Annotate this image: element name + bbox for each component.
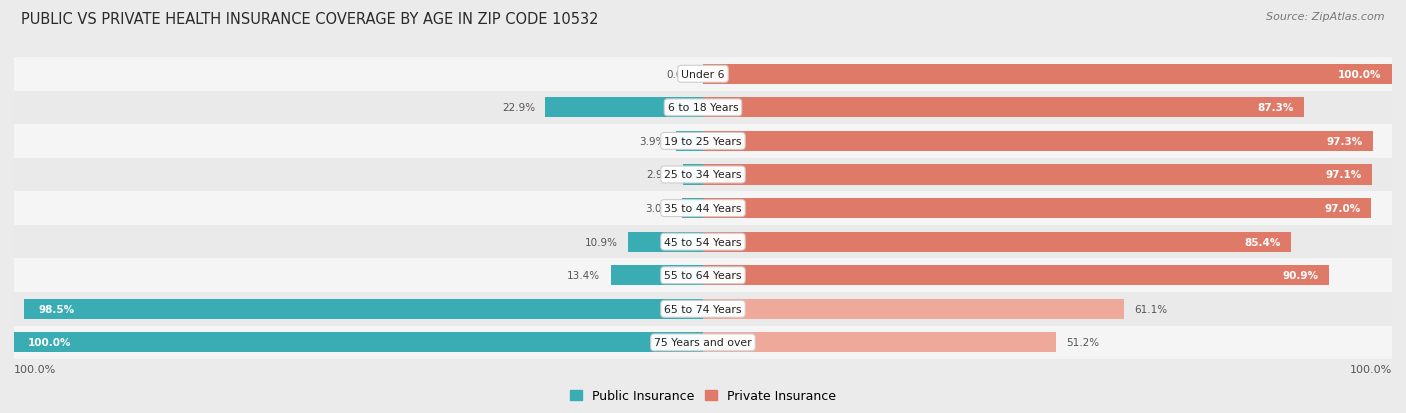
Bar: [703, 332, 1056, 353]
Legend: Public Insurance, Private Insurance: Public Insurance, Private Insurance: [565, 385, 841, 407]
Text: 100.0%: 100.0%: [28, 337, 72, 348]
Text: Under 6: Under 6: [682, 69, 724, 80]
Text: 13.4%: 13.4%: [567, 271, 600, 280]
Text: 51.2%: 51.2%: [1066, 337, 1099, 348]
Text: 65 to 74 Years: 65 to 74 Years: [664, 304, 742, 314]
Text: 100.0%: 100.0%: [1350, 364, 1392, 374]
Text: PUBLIC VS PRIVATE HEALTH INSURANCE COVERAGE BY AGE IN ZIP CODE 10532: PUBLIC VS PRIVATE HEALTH INSURANCE COVER…: [21, 12, 599, 27]
Bar: [703, 299, 1123, 319]
Bar: [628, 232, 703, 252]
Bar: [14, 125, 1392, 158]
Bar: [14, 225, 1392, 259]
Text: 22.9%: 22.9%: [502, 103, 534, 113]
Text: 2.9%: 2.9%: [647, 170, 672, 180]
Text: 45 to 54 Years: 45 to 54 Years: [664, 237, 742, 247]
Text: 87.3%: 87.3%: [1258, 103, 1294, 113]
Text: 100.0%: 100.0%: [1339, 69, 1382, 80]
Text: 98.5%: 98.5%: [38, 304, 75, 314]
Bar: [14, 332, 703, 353]
Text: 85.4%: 85.4%: [1244, 237, 1281, 247]
Bar: [676, 131, 703, 152]
Bar: [703, 232, 1291, 252]
Text: 0.0%: 0.0%: [666, 69, 693, 80]
Bar: [546, 98, 703, 118]
Text: 35 to 44 Years: 35 to 44 Years: [664, 204, 742, 214]
Bar: [703, 165, 1372, 185]
Bar: [703, 64, 1392, 85]
Bar: [24, 299, 703, 319]
Text: 3.0%: 3.0%: [645, 204, 672, 214]
Bar: [703, 131, 1374, 152]
Bar: [14, 326, 1392, 359]
Text: 100.0%: 100.0%: [14, 364, 56, 374]
Text: 97.1%: 97.1%: [1326, 170, 1361, 180]
Text: 55 to 64 Years: 55 to 64 Years: [664, 271, 742, 280]
Bar: [14, 91, 1392, 125]
Bar: [14, 158, 1392, 192]
Text: 3.9%: 3.9%: [640, 137, 666, 147]
Text: 97.3%: 97.3%: [1327, 137, 1362, 147]
Bar: [683, 165, 703, 185]
Bar: [14, 259, 1392, 292]
Text: Source: ZipAtlas.com: Source: ZipAtlas.com: [1267, 12, 1385, 22]
Text: 97.0%: 97.0%: [1324, 204, 1361, 214]
Text: 25 to 34 Years: 25 to 34 Years: [664, 170, 742, 180]
Bar: [703, 98, 1305, 118]
Bar: [610, 266, 703, 286]
Bar: [14, 292, 1392, 326]
Text: 6 to 18 Years: 6 to 18 Years: [668, 103, 738, 113]
Text: 10.9%: 10.9%: [585, 237, 617, 247]
Bar: [682, 199, 703, 218]
Bar: [14, 58, 1392, 91]
Text: 61.1%: 61.1%: [1135, 304, 1167, 314]
Bar: [14, 192, 1392, 225]
Text: 75 Years and over: 75 Years and over: [654, 337, 752, 348]
Text: 19 to 25 Years: 19 to 25 Years: [664, 137, 742, 147]
Text: 90.9%: 90.9%: [1282, 271, 1319, 280]
Bar: [703, 199, 1371, 218]
Bar: [703, 266, 1329, 286]
